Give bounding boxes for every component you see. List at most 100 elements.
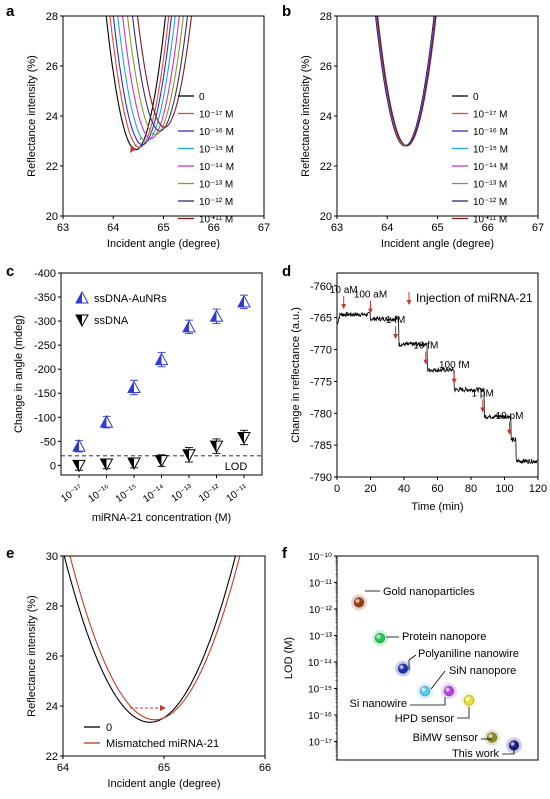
series-line [377,16,437,147]
y-tick-label: 10⁻¹⁷ [309,737,333,748]
x-tick-label: 66 [208,222,220,234]
legend-marker-fill [76,292,82,303]
injection-label: 10 aM [330,285,358,296]
panel-a: 63 64 65 66 67 20 22 24 26 28 Incident angle (degr… [26,11,270,250]
y-tick-label: 10⁻¹³ [309,631,333,642]
x-tick-label: 66 [259,762,271,774]
injection-arrowhead [341,304,347,310]
y-tick-label: 26 [46,651,58,663]
y-tick-label: 22 [46,161,58,173]
x-tick-label: 65 [158,762,170,774]
label-connector [457,707,470,719]
label-connector [430,670,446,690]
x-tick-label: 10⁻¹⁵ [114,482,140,505]
legend-label: 10⁻¹⁷ M [199,110,233,121]
legend-label: 10⁻¹⁷ M [473,110,507,121]
y-tick-label: -250 [34,340,56,352]
data-point-fill [183,320,189,332]
x-tick-label: 10⁻¹⁷ [59,482,85,505]
point-label: Gold nanoparticles [383,586,475,598]
data-point-fill [128,457,134,469]
x-tick-label: 66 [482,222,494,234]
panel-label: b [282,3,291,20]
x-tick-label: 100 [495,483,513,495]
x-tick-label: 10⁻¹⁶ [86,482,112,505]
legend-label: 10⁻¹⁵ M [199,145,234,156]
x-tick-label: 64 [381,222,393,234]
x-tick-label: 10⁻¹² [197,482,223,505]
x-axis-label: miRNA-21 concentration (M) [92,512,231,524]
legend-label: 0 [106,722,112,734]
legend-label: 10⁻¹⁴ M [199,162,234,173]
injection-arrowhead [423,359,429,365]
y-tick-label: -200 [34,364,56,376]
x-axis-label: Incident angle (degree) [107,778,220,790]
data-point-fill [238,432,244,444]
data-point [353,597,365,608]
y-tick-label: 30 [46,551,58,563]
legend-label: 0 [473,92,479,103]
legend-label: ssDNA-AuNRs [94,293,167,305]
y-tick-label: 10⁻¹⁵ [308,684,332,695]
panel-label: e [6,545,14,562]
series-line [112,16,173,146]
panel-f: Gold nanoparticles Protein nanopore Polyan… [283,552,539,761]
plot-frame [336,15,539,217]
y-tick-label: 0 [50,460,56,472]
y-tick-label: 24 [46,701,58,713]
series-line [375,16,435,147]
series-line [69,556,241,721]
point-label: Polyaniline nanowire [418,648,519,660]
point-label: Protein nanopore [402,631,486,643]
x-tick-label: 67 [258,222,270,234]
legend-label: 10⁻¹⁶ M [473,127,508,138]
y-tick-label: 10⁻¹² [309,605,333,616]
y-tick-label: 10⁻¹⁶ [308,711,332,722]
y-tick-label: -760 [310,281,332,293]
y-axis-label: Change in reflectance (a.u.) [290,307,302,443]
injection-arrowhead [368,308,373,314]
data-point-fill [73,440,79,452]
y-tick-label: 20 [46,211,58,223]
y-tick-label: -50 [40,436,56,448]
y-tick-label: 26 [320,61,332,73]
data-point-fill [210,441,217,453]
series-line [376,16,437,147]
data-point-fill [155,353,162,365]
y-tick-label: 24 [46,111,58,123]
y-tick-label: -150 [34,388,56,400]
injection-arrowhead [480,407,486,413]
x-tick-label: 63 [57,222,69,234]
point-label: SiN nanopore [449,665,516,677]
y-tick-label: 28 [46,11,58,23]
legend-label: 10⁻¹⁴ M [473,162,508,173]
legend-label: Mismatched miRNA-21 [106,738,219,750]
injection-label: 100 fM [439,360,470,371]
data-point-fill [100,458,107,470]
series-line [336,311,539,465]
point-label: HPD sensor [395,713,455,725]
y-tick-label: -350 [34,292,56,304]
x-tick-label: 10⁻¹³ [170,482,196,505]
injection-arrowhead [507,429,513,435]
y-tick-label: 22 [320,161,332,173]
data-point [397,663,409,674]
point-label: BiMW sensor [413,732,479,744]
injection-arrowhead [393,334,399,340]
data-point [419,685,431,697]
panel-b: 63 64 65 66 67 20 22 24 26 28 Incident angle (degr… [300,11,544,250]
panel-d: 0 20 40 60 80 100 120 -760 -765 -770 -775 -780 -785 -… [290,272,547,513]
legend-label: ssDNA [94,315,129,327]
series-line [376,16,436,147]
series-line [375,16,436,147]
injection-arrowhead [451,378,457,384]
legend-label: 10⁻¹⁵ M [473,145,508,156]
y-tick-label: -790 [310,472,332,484]
x-tick-label: 10⁻¹⁴ [141,482,167,505]
y-tick-label: 10⁻¹⁴ [308,658,332,669]
x-tick-label: 120 [529,483,547,495]
data-point [486,732,498,743]
y-tick-label: 20 [320,211,332,223]
data-point-fill [155,455,162,467]
